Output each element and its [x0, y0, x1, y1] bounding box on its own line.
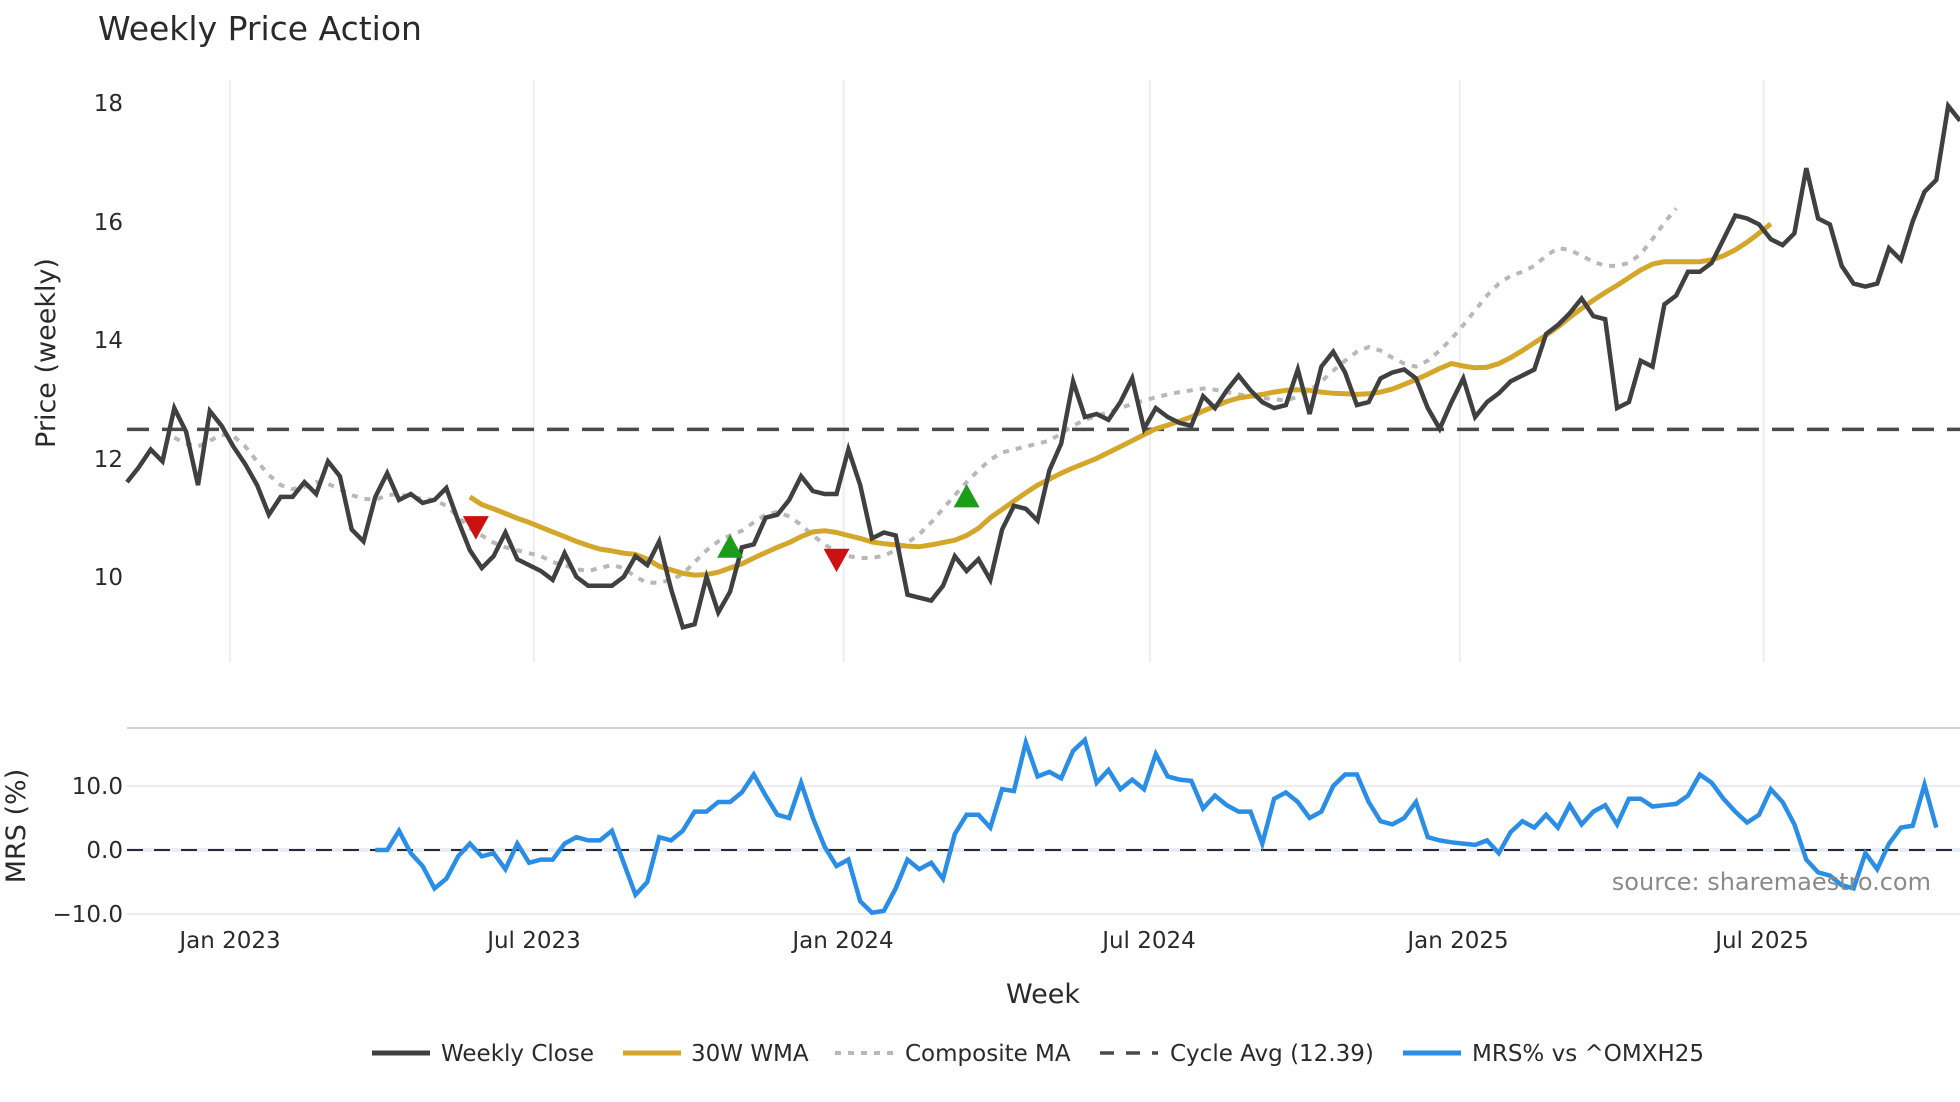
- composite-ma-line: [173, 207, 1678, 585]
- buy-signal-icon: [717, 534, 744, 558]
- svg-text:Cycle Avg (12.39): Cycle Avg (12.39): [1170, 1041, 1374, 1067]
- x-tick-jan-2024: Jan 2024: [790, 928, 893, 954]
- legend-item-weekly-close[interactable]: Weekly Close: [372, 1041, 594, 1067]
- x-axis-ticks: Jan 2023 Jul 2023 Jan 2024 Jul 2024 Jan …: [177, 928, 1808, 954]
- price-tick-14: 14: [94, 328, 123, 354]
- svg-text:Weekly Close: Weekly Close: [441, 1041, 594, 1067]
- legend-item-30w-wma[interactable]: 30W WMA: [623, 1041, 809, 1067]
- price-tick-18: 18: [94, 91, 123, 117]
- mrs-y-axis: 10.0 0.0 −10.0 MRS (%): [1, 769, 123, 928]
- mrs-tick-minus10: −10.0: [53, 902, 123, 928]
- mrs-tick-0: 0.0: [86, 838, 123, 864]
- svg-text:Composite MA: Composite MA: [905, 1041, 1071, 1067]
- price-tick-16: 16: [94, 210, 123, 236]
- sell-signal-icon: [823, 548, 850, 573]
- x-tick-jul-2023: Jul 2023: [485, 928, 581, 954]
- mrs-tick-10: 10.0: [72, 774, 123, 800]
- buy-signal-icon: [953, 483, 980, 508]
- price-y-axis: 18 16 14 12 10 Price (weekly): [31, 91, 123, 591]
- legend-item-composite-ma[interactable]: Composite MA: [835, 1041, 1071, 1067]
- price-tick-10: 10: [94, 565, 123, 591]
- mrs-y-label: MRS (%): [1, 769, 32, 884]
- price-y-label: Price (weekly): [31, 258, 62, 448]
- price-gridlines: [228, 80, 1765, 662]
- source-annotation: source: sharemaestro.com: [1612, 868, 1931, 896]
- sell-signal-icon: [462, 516, 489, 540]
- chart-title: Weekly Price Action: [98, 9, 422, 48]
- legend-item-mrs[interactable]: MRS% vs ^OMXH25: [1403, 1041, 1704, 1067]
- x-tick-jul-2025: Jul 2025: [1713, 928, 1809, 954]
- svg-text:30W WMA: 30W WMA: [691, 1041, 809, 1067]
- legend: Weekly Close 30W WMA Composite MA Cycle …: [372, 1041, 1704, 1067]
- x-tick-jan-2025: Jan 2025: [1405, 928, 1508, 954]
- x-tick-jan-2023: Jan 2023: [177, 928, 280, 954]
- x-axis-label: Week: [1006, 979, 1080, 1010]
- svg-text:MRS% vs ^OMXH25: MRS% vs ^OMXH25: [1472, 1041, 1704, 1067]
- weekly-close-line: [125, 100, 1960, 631]
- mrs-line: [375, 734, 1939, 916]
- price-tick-12: 12: [94, 447, 123, 473]
- x-tick-jul-2024: Jul 2024: [1100, 928, 1196, 954]
- signal-markers: [462, 483, 980, 573]
- legend-item-cycle-avg[interactable]: Cycle Avg (12.39): [1100, 1041, 1374, 1067]
